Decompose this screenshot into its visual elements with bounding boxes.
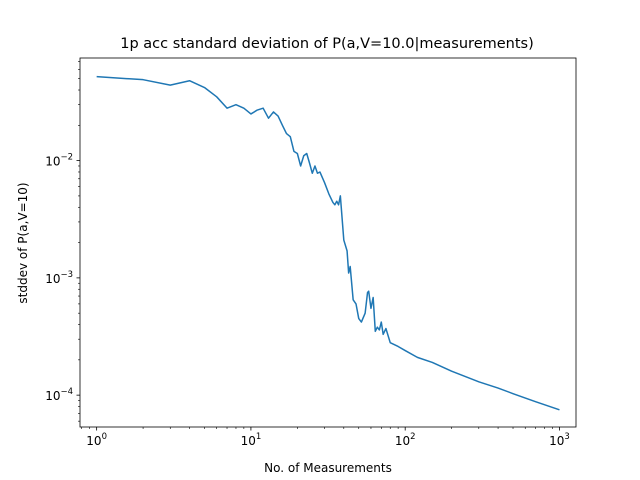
y-axis: 10−4 10−3 10−2 bbox=[45, 61, 80, 422]
x-tick-label-2: 102 bbox=[395, 432, 416, 448]
y-tick-label-0: 10−4 bbox=[45, 387, 73, 403]
x-tick-label-3: 103 bbox=[549, 432, 570, 448]
chart-title: 1p acc standard deviation of P(a,V=10.0|… bbox=[120, 36, 534, 52]
x-axis-label: No. of Measurements bbox=[264, 461, 392, 475]
y-tick-label-1: 10−3 bbox=[45, 270, 73, 286]
series-line-0 bbox=[96, 75, 560, 411]
x-axis: 100 101 102 103 bbox=[81, 427, 570, 448]
x-tick-label-1: 101 bbox=[241, 432, 262, 448]
series-layer bbox=[96, 75, 560, 411]
y-tick-label-2: 10−2 bbox=[45, 153, 73, 169]
plot-frame bbox=[79, 57, 577, 428]
x-tick-label-0: 100 bbox=[86, 432, 107, 448]
y-axis-label: stddev of P(a,V=10) bbox=[16, 182, 30, 303]
